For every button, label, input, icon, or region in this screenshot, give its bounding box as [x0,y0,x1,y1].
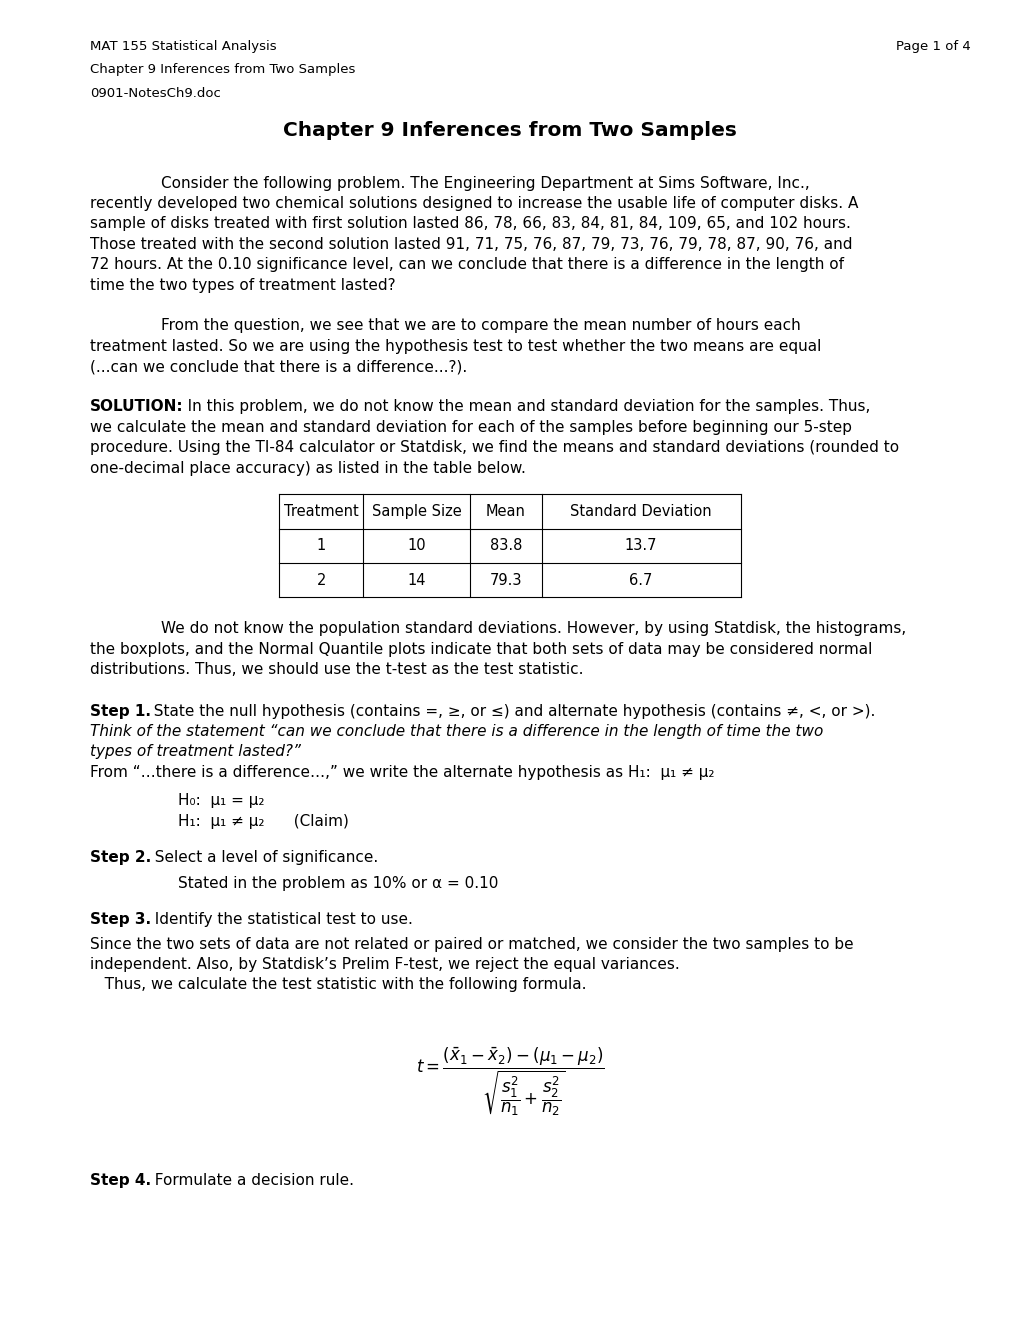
Text: time the two types of treatment lasted?: time the two types of treatment lasted? [90,279,395,293]
Text: Stated in the problem as 10% or α = 0.10: Stated in the problem as 10% or α = 0.10 [178,876,498,891]
Text: 83.8: 83.8 [489,539,522,553]
Text: Treatment: Treatment [283,504,359,519]
Text: Thus, we calculate the test statistic with the following formula.: Thus, we calculate the test statistic wi… [90,977,586,993]
Text: recently developed two chemical solutions designed to increase the usable life o: recently developed two chemical solution… [90,197,857,211]
Text: Sample Size: Sample Size [372,504,461,519]
Text: Step 4.: Step 4. [90,1173,151,1188]
Text: Identify the statistical test to use.: Identify the statistical test to use. [145,912,413,927]
Text: Step 1.: Step 1. [90,704,151,718]
Text: State the null hypothesis (contains =, ≥, or ≤) and alternate hypothesis (contai: State the null hypothesis (contains =, ≥… [144,704,874,718]
Text: types of treatment lasted?”: types of treatment lasted?” [90,744,301,759]
Text: (...can we conclude that there is a difference...?).: (...can we conclude that there is a diff… [90,359,467,374]
Text: 72 hours. At the 0.10 significance level, can we conclude that there is a differ: 72 hours. At the 0.10 significance level… [90,257,843,272]
Text: Page 1 of 4: Page 1 of 4 [896,40,970,53]
Text: Mean: Mean [485,504,526,519]
Text: H₁:  μ₁ ≠ μ₂      (Claim): H₁: μ₁ ≠ μ₂ (Claim) [178,813,350,829]
Text: 2: 2 [316,573,326,587]
Text: treatment lasted. So we are using the hypothesis test to test whether the two me: treatment lasted. So we are using the hy… [90,339,820,354]
Text: Consider the following problem. The Engineering Department at Sims Software, Inc: Consider the following problem. The Engi… [161,176,809,190]
Text: the boxplots, and the Normal Quantile plots indicate that both sets of data may : the boxplots, and the Normal Quantile pl… [90,642,871,656]
Text: Chapter 9 Inferences from Two Samples: Chapter 9 Inferences from Two Samples [283,121,736,140]
Text: Standard Deviation: Standard Deviation [570,504,711,519]
Text: Step 3.: Step 3. [90,912,151,927]
Text: MAT 155 Statistical Analysis: MAT 155 Statistical Analysis [90,40,276,53]
Text: one-decimal place accuracy) as listed in the table below.: one-decimal place accuracy) as listed in… [90,461,525,475]
Text: 1: 1 [316,539,326,553]
Text: Think of the statement “can we conclude that there is a difference in the length: Think of the statement “can we conclude … [90,725,822,739]
Text: distributions. Thus, we should use the t-test as the test statistic.: distributions. Thus, we should use the t… [90,663,583,677]
Text: H₀:  μ₁ = μ₂: H₀: μ₁ = μ₂ [178,793,265,808]
Text: Chapter 9 Inferences from Two Samples: Chapter 9 Inferences from Two Samples [90,63,355,77]
Text: 13.7: 13.7 [625,539,656,553]
Text: 79.3: 79.3 [489,573,522,587]
Text: Formulate a decision rule.: Formulate a decision rule. [145,1173,354,1188]
Text: independent. Also, by Statdisk’s Prelim F-test, we reject the equal variances.: independent. Also, by Statdisk’s Prelim … [90,957,679,972]
Text: procedure. Using the TI-84 calculator or Statdisk, we find the means and standar: procedure. Using the TI-84 calculator or… [90,441,898,455]
Text: From the question, we see that we are to compare the mean number of hours each: From the question, we see that we are to… [161,318,800,333]
Text: Those treated with the second solution lasted 91, 71, 75, 76, 87, 79, 73, 76, 79: Those treated with the second solution l… [90,238,852,252]
Text: Select a level of significance.: Select a level of significance. [145,850,378,865]
Text: We do not know the population standard deviations. However, by using Statdisk, t: We do not know the population standard d… [161,622,906,636]
Text: Since the two sets of data are not related or paired or matched, we consider the: Since the two sets of data are not relat… [90,936,853,952]
Text: $t = \dfrac{\left(\bar{x}_1 - \bar{x}_2\right)-\left(\mu_1 - \mu_2\right)}{\sqrt: $t = \dfrac{\left(\bar{x}_1 - \bar{x}_2\… [415,1044,604,1118]
Text: From “…there is a difference…,” we write the alternate hypothesis as H₁:  μ₁ ≠ μ: From “…there is a difference…,” we write… [90,766,713,780]
Text: Step 2.: Step 2. [90,850,151,865]
Text: we calculate the mean and standard deviation for each of the samples before begi: we calculate the mean and standard devia… [90,420,851,434]
Text: In this problem, we do not know the mean and standard deviation for the samples.: In this problem, we do not know the mean… [173,400,870,414]
Text: sample of disks treated with first solution lasted 86, 78, 66, 83, 84, 81, 84, 1: sample of disks treated with first solut… [90,216,850,231]
Text: 10: 10 [407,539,426,553]
Text: 14: 14 [407,573,426,587]
Text: 6.7: 6.7 [629,573,652,587]
Text: 0901-NotesCh9.doc: 0901-NotesCh9.doc [90,87,220,100]
Text: SOLUTION:: SOLUTION: [90,400,183,414]
